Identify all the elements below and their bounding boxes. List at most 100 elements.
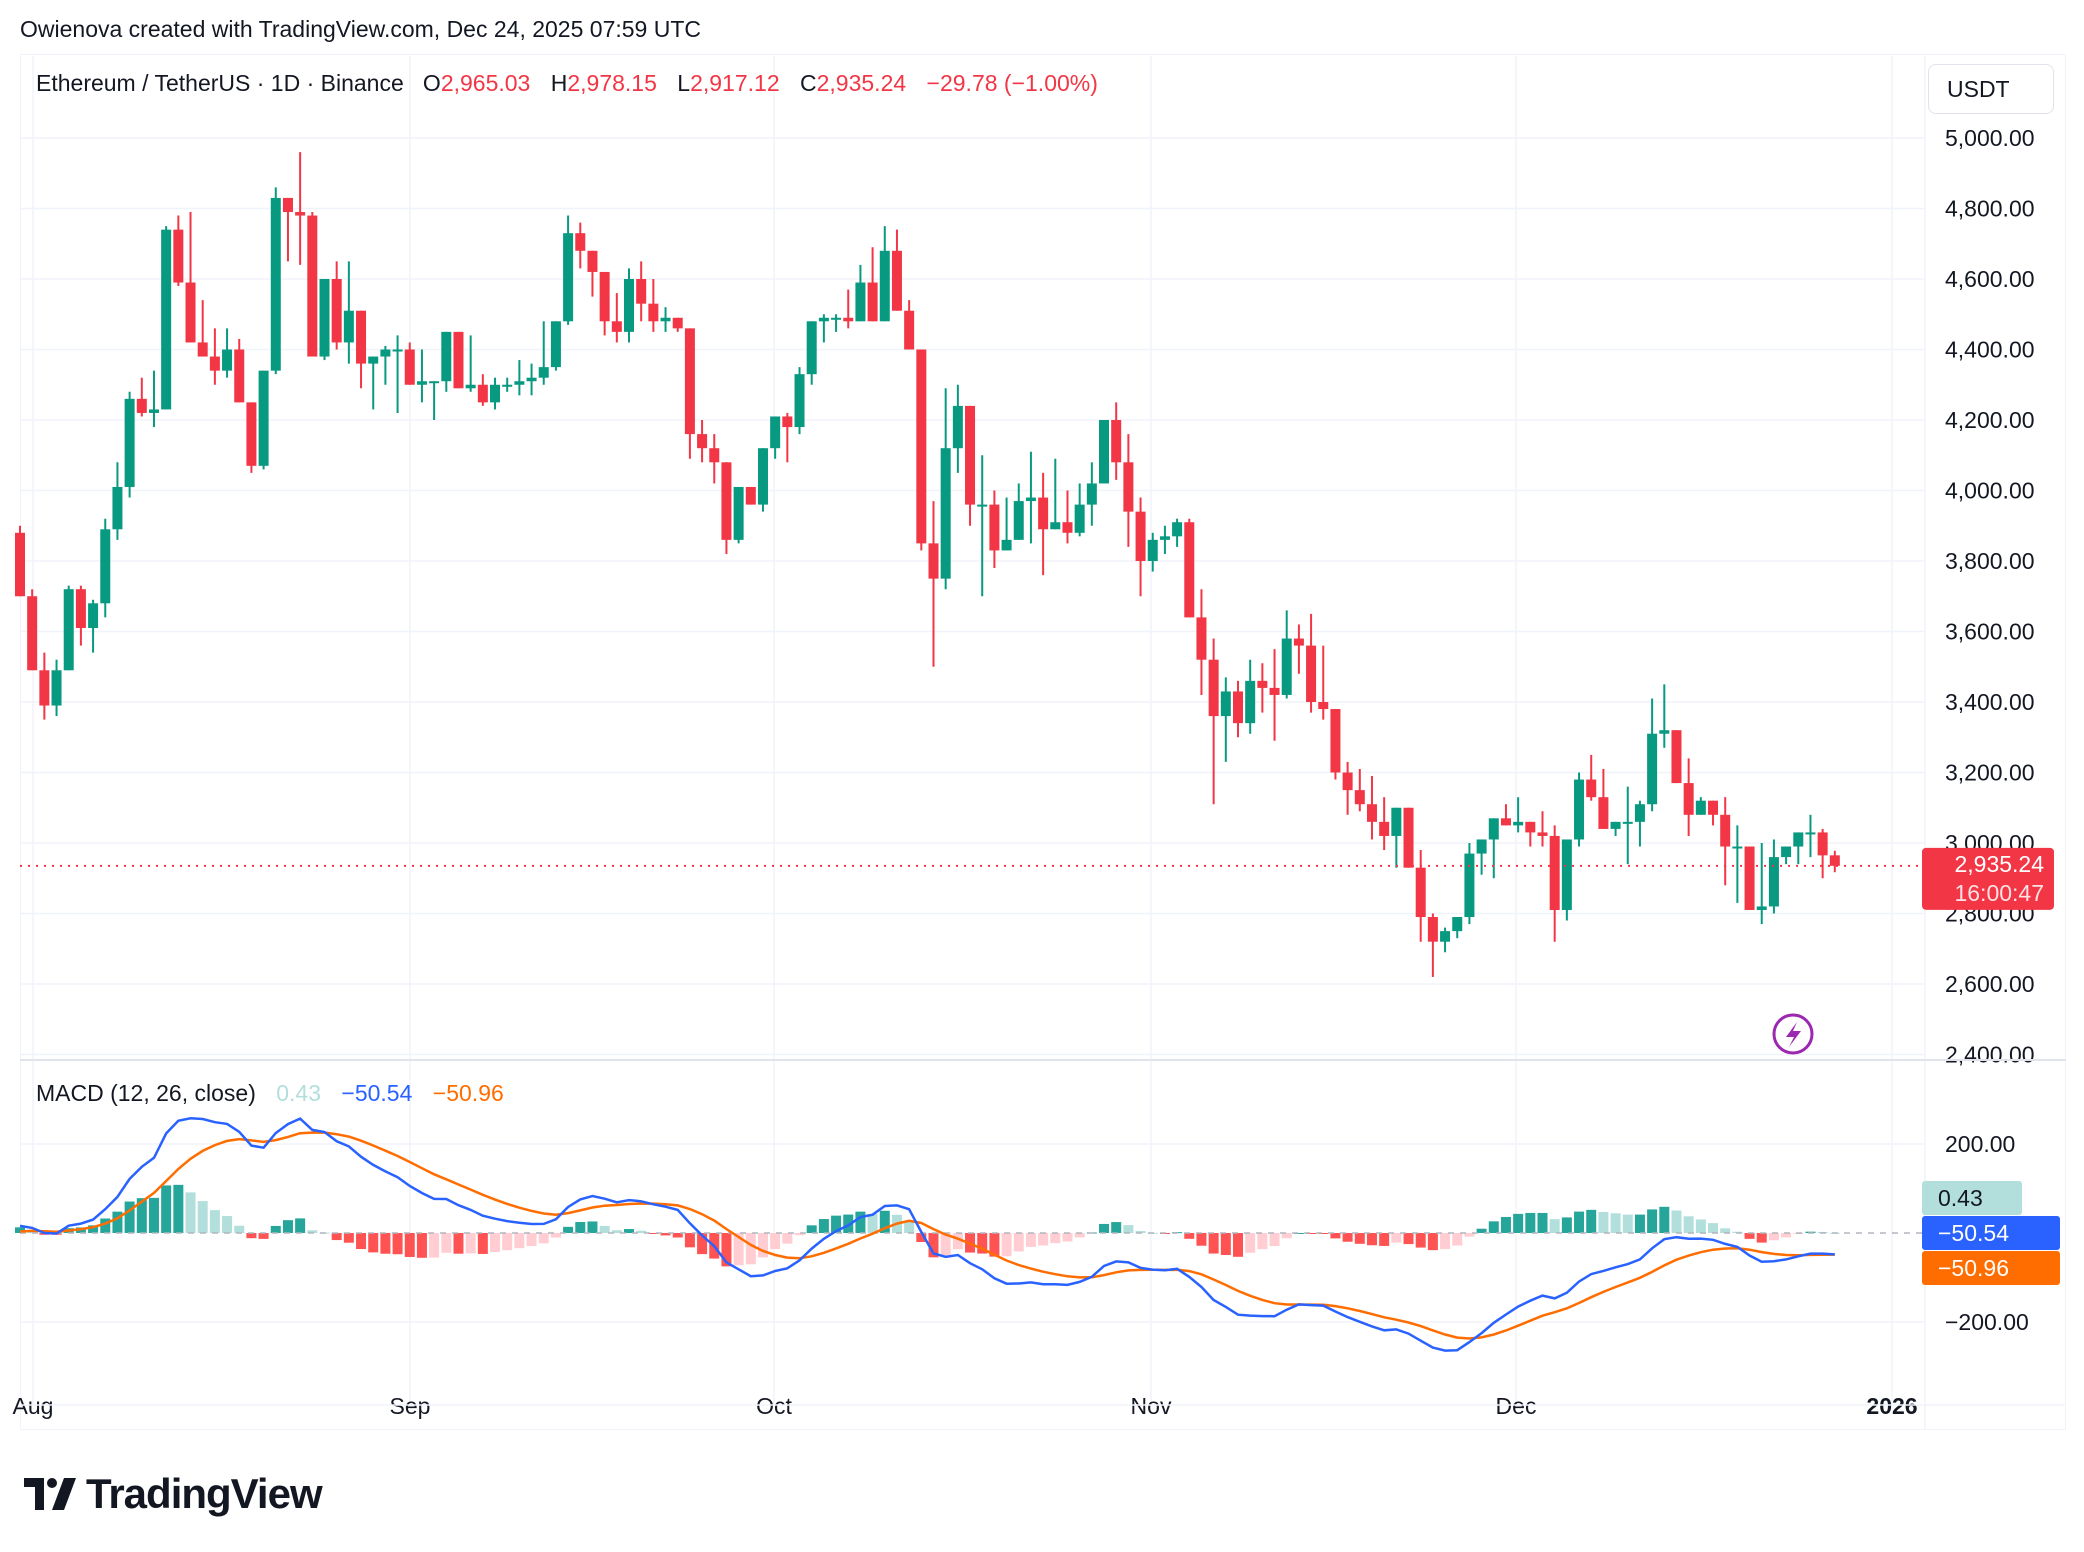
tradingview-logo[interactable]: TradingView [24,1470,323,1518]
macd-title[interactable]: MACD (12, 26, close) [36,1080,256,1106]
candle-body[interactable] [1099,420,1110,484]
candle-body[interactable] [940,448,951,579]
candle-body[interactable] [721,462,732,540]
candle-body[interactable] [672,317,683,329]
candle-body[interactable] [1476,839,1487,854]
candle-body[interactable] [1354,790,1365,805]
candle-body[interactable] [1074,504,1085,533]
candle-body[interactable] [1391,807,1402,836]
candle-body[interactable] [1537,832,1548,836]
candle-body[interactable] [1293,638,1304,646]
candle-body[interactable] [380,349,391,357]
candle-body[interactable] [39,670,50,706]
candle-body[interactable] [1196,617,1207,660]
candle-body[interactable] [782,416,793,428]
candle-body[interactable] [794,374,805,428]
candle-body[interactable] [1269,687,1280,695]
candle-body[interactable] [112,486,123,530]
candle-body[interactable] [770,416,781,449]
candle-body[interactable] [818,317,829,322]
candle-body[interactable] [1366,804,1377,822]
candle-body[interactable] [1598,797,1609,829]
candle-body[interactable] [1805,832,1816,835]
candle-body[interactable] [867,282,878,322]
candle-body[interactable] [636,279,647,304]
candle-body[interactable] [624,279,634,332]
candle-body[interactable] [1732,846,1743,849]
candle-body[interactable] [100,529,111,604]
candle-body[interactable] [1208,659,1219,717]
candle-body[interactable] [514,381,525,385]
candle-body[interactable] [307,215,318,357]
candle-body[interactable] [1135,511,1146,561]
candle-body[interactable] [441,331,452,382]
candle-body[interactable] [282,197,293,213]
candle-body[interactable] [1781,846,1792,858]
candle-body[interactable] [660,317,671,322]
candle-body[interactable] [1220,691,1231,717]
candle-body[interactable] [1756,906,1767,910]
candle-body[interactable] [916,349,927,544]
candle-body[interactable] [197,342,208,357]
candle-body[interactable] [1001,539,1012,551]
candle-body[interactable] [27,596,38,671]
candle-body[interactable] [952,405,963,449]
candle-body[interactable] [185,282,196,343]
candle-body[interactable] [1500,818,1511,826]
candle-body[interactable] [684,328,695,435]
candle-body[interactable] [1452,917,1463,932]
candle-body[interactable] [1086,483,1097,505]
candle-body[interactable] [648,303,659,322]
candle-body[interactable] [1610,821,1621,829]
candle-body[interactable] [404,349,415,385]
candle-body[interactable] [587,250,598,272]
candle-body[interactable] [15,532,25,597]
candle-body[interactable] [1574,779,1585,840]
candle-body[interactable] [806,321,817,375]
candle-body[interactable] [1050,522,1061,530]
candle-body[interactable] [1768,857,1779,907]
candle-body[interactable] [977,504,988,507]
candle-body[interactable] [1829,855,1840,866]
candle-body[interactable] [538,367,549,378]
candle-body[interactable] [1062,522,1073,533]
candle-body[interactable] [209,356,220,371]
candle-body[interactable] [1038,497,1049,530]
candle-body[interactable] [891,250,902,311]
candle-body[interactable] [1281,638,1292,695]
candle-body[interactable] [1159,536,1170,540]
candle-body[interactable] [51,670,62,706]
candle-body[interactable] [1793,832,1804,847]
candle-body[interactable] [843,317,854,322]
candle-body[interactable] [757,448,768,505]
candle-body[interactable] [526,377,537,382]
candle-body[interactable] [295,212,306,216]
candle-body[interactable] [319,279,330,357]
candle-body[interactable] [477,384,488,403]
candle-body[interactable] [733,486,744,540]
candle-body[interactable] [416,381,427,385]
candle-body[interactable] [1342,772,1353,791]
candle-body[interactable] [270,197,281,371]
candle-body[interactable] [490,384,501,403]
candle-body[interactable] [1318,702,1329,710]
candle-body[interactable] [1427,917,1438,942]
candle-body[interactable] [1233,691,1243,724]
candle-body[interactable] [392,349,403,352]
candle-body[interactable] [1123,462,1134,512]
candle-body[interactable] [697,434,708,449]
candle-body[interactable] [124,398,135,487]
candle-body[interactable] [1257,680,1268,688]
lightning-icon[interactable] [1772,1013,1814,1055]
candle-body[interactable] [1464,853,1475,918]
candle-body[interactable] [1659,730,1670,734]
candle-body[interactable] [1683,783,1694,815]
candle-body[interactable] [1147,539,1158,561]
candle-body[interactable] [1403,807,1414,868]
candle-body[interactable] [222,349,233,371]
candle-body[interactable] [1013,501,1024,540]
candle-body[interactable] [1111,420,1122,463]
candle-body[interactable] [1525,821,1536,833]
candle-body[interactable] [1415,867,1426,918]
